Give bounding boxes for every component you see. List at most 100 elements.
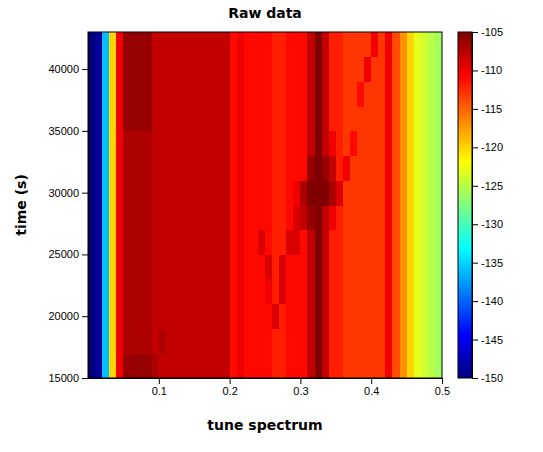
heatmap-cell — [350, 106, 358, 131]
heatmap-cell — [371, 304, 379, 329]
heatmap-cell — [123, 106, 131, 131]
x-tick-label: 0.3 — [293, 385, 308, 397]
colorbar — [458, 32, 472, 378]
heatmap-cell — [428, 304, 436, 329]
heatmap-cell — [421, 304, 429, 329]
heatmap-cell — [407, 32, 415, 57]
heatmap-cell — [364, 81, 372, 106]
heatmap-cell — [95, 156, 103, 181]
heatmap-cell — [400, 131, 408, 156]
heatmap-cell — [173, 131, 181, 156]
heatmap-cell — [208, 353, 216, 378]
x-axis: 0.10.20.30.40.5 — [89, 378, 451, 397]
heatmap-cell — [194, 180, 202, 205]
heatmap-cell — [357, 32, 365, 57]
colorbar-tick-label: -125 — [481, 180, 503, 192]
heatmap-cell — [187, 156, 195, 181]
heatmap-cell — [138, 230, 146, 255]
colorbar-axis-line — [472, 33, 473, 379]
heatmap-cell — [230, 254, 238, 279]
heatmap-cell — [336, 329, 344, 354]
heatmap-cell — [407, 131, 415, 156]
heatmap-cell — [187, 304, 195, 329]
heatmap-cell — [343, 205, 351, 230]
x-tick-label: 0.1 — [152, 385, 167, 397]
heatmap-cell — [336, 180, 344, 205]
heatmap-cell — [400, 279, 408, 304]
heatmap-cell — [421, 156, 429, 181]
heatmap-cell — [130, 205, 138, 230]
heatmap-cell — [237, 279, 245, 304]
heatmap-cell — [145, 32, 153, 57]
heatmap-cell — [300, 353, 308, 378]
heatmap-cell — [159, 81, 167, 106]
heatmap-cell — [322, 32, 330, 57]
heatmap-cell — [350, 329, 358, 354]
heatmap-cell — [435, 279, 442, 304]
heatmap-cell — [215, 353, 223, 378]
heatmap-cell — [201, 205, 209, 230]
heatmap-cell — [88, 205, 96, 230]
heatmap-cell — [265, 230, 273, 255]
heatmap-cell — [421, 57, 429, 82]
heatmap-cell — [435, 32, 442, 57]
x-axis-line — [89, 378, 443, 379]
heatmap-cell — [428, 353, 436, 378]
heatmap-cell — [293, 180, 301, 205]
heatmap-cell — [145, 156, 153, 181]
heatmap-cell — [385, 353, 393, 378]
heatmap-cell — [95, 57, 103, 82]
heatmap-cell — [293, 81, 301, 106]
heatmap-cell — [279, 254, 287, 279]
x-tick-mark — [300, 378, 301, 384]
heatmap-cell — [187, 353, 195, 378]
colorbar-tick-mark — [472, 301, 478, 302]
heatmap-cell — [400, 57, 408, 82]
heatmap-cell — [378, 57, 386, 82]
colorbar-tick: -135 — [472, 257, 503, 269]
heatmap-cell — [251, 180, 259, 205]
heatmap-cell — [329, 353, 337, 378]
heatmap-cell — [392, 329, 400, 354]
heatmap-cell — [180, 32, 188, 57]
heatmap-cell — [421, 230, 429, 255]
heatmap-cell — [230, 81, 238, 106]
heatmap-cell — [244, 156, 252, 181]
heatmap-cell — [315, 329, 323, 354]
heatmap-cell — [152, 205, 160, 230]
colorbar-tick-label: -150 — [481, 372, 503, 384]
heatmap-cell — [102, 180, 110, 205]
heatmap-cell — [251, 329, 259, 354]
heatmap-cell — [343, 279, 351, 304]
heatmap-cell — [138, 57, 146, 82]
heatmap-cell — [123, 180, 131, 205]
heatmap-cell — [392, 353, 400, 378]
heatmap-cell — [286, 32, 294, 57]
heatmap-cell — [95, 205, 103, 230]
heatmap-cell — [152, 32, 160, 57]
heatmap-cell — [407, 106, 415, 131]
colorbar-tick-label: -115 — [481, 103, 502, 115]
heatmap-cell — [329, 205, 337, 230]
heatmap-cell — [130, 304, 138, 329]
heatmap-cell — [145, 279, 153, 304]
heatmap-cell — [307, 81, 315, 106]
heatmap-cell — [364, 156, 372, 181]
heatmap-cell — [435, 81, 442, 106]
heatmap-cell — [187, 57, 195, 82]
heatmap-cell — [180, 304, 188, 329]
heatmap-cell — [286, 279, 294, 304]
heatmap-cell — [194, 32, 202, 57]
heatmap-cell — [145, 81, 153, 106]
heatmap-cell — [329, 156, 337, 181]
heatmap-cell — [215, 106, 223, 131]
heatmap-cell — [95, 329, 103, 354]
heatmap-cell — [258, 32, 266, 57]
heatmap-cell — [230, 329, 238, 354]
heatmap-cell — [102, 57, 110, 82]
heatmap-cell — [159, 106, 167, 131]
heatmap-cell — [215, 205, 223, 230]
heatmap-cell — [414, 57, 422, 82]
heatmap-cell — [364, 32, 372, 57]
colorbar-tick-mark — [472, 70, 478, 71]
